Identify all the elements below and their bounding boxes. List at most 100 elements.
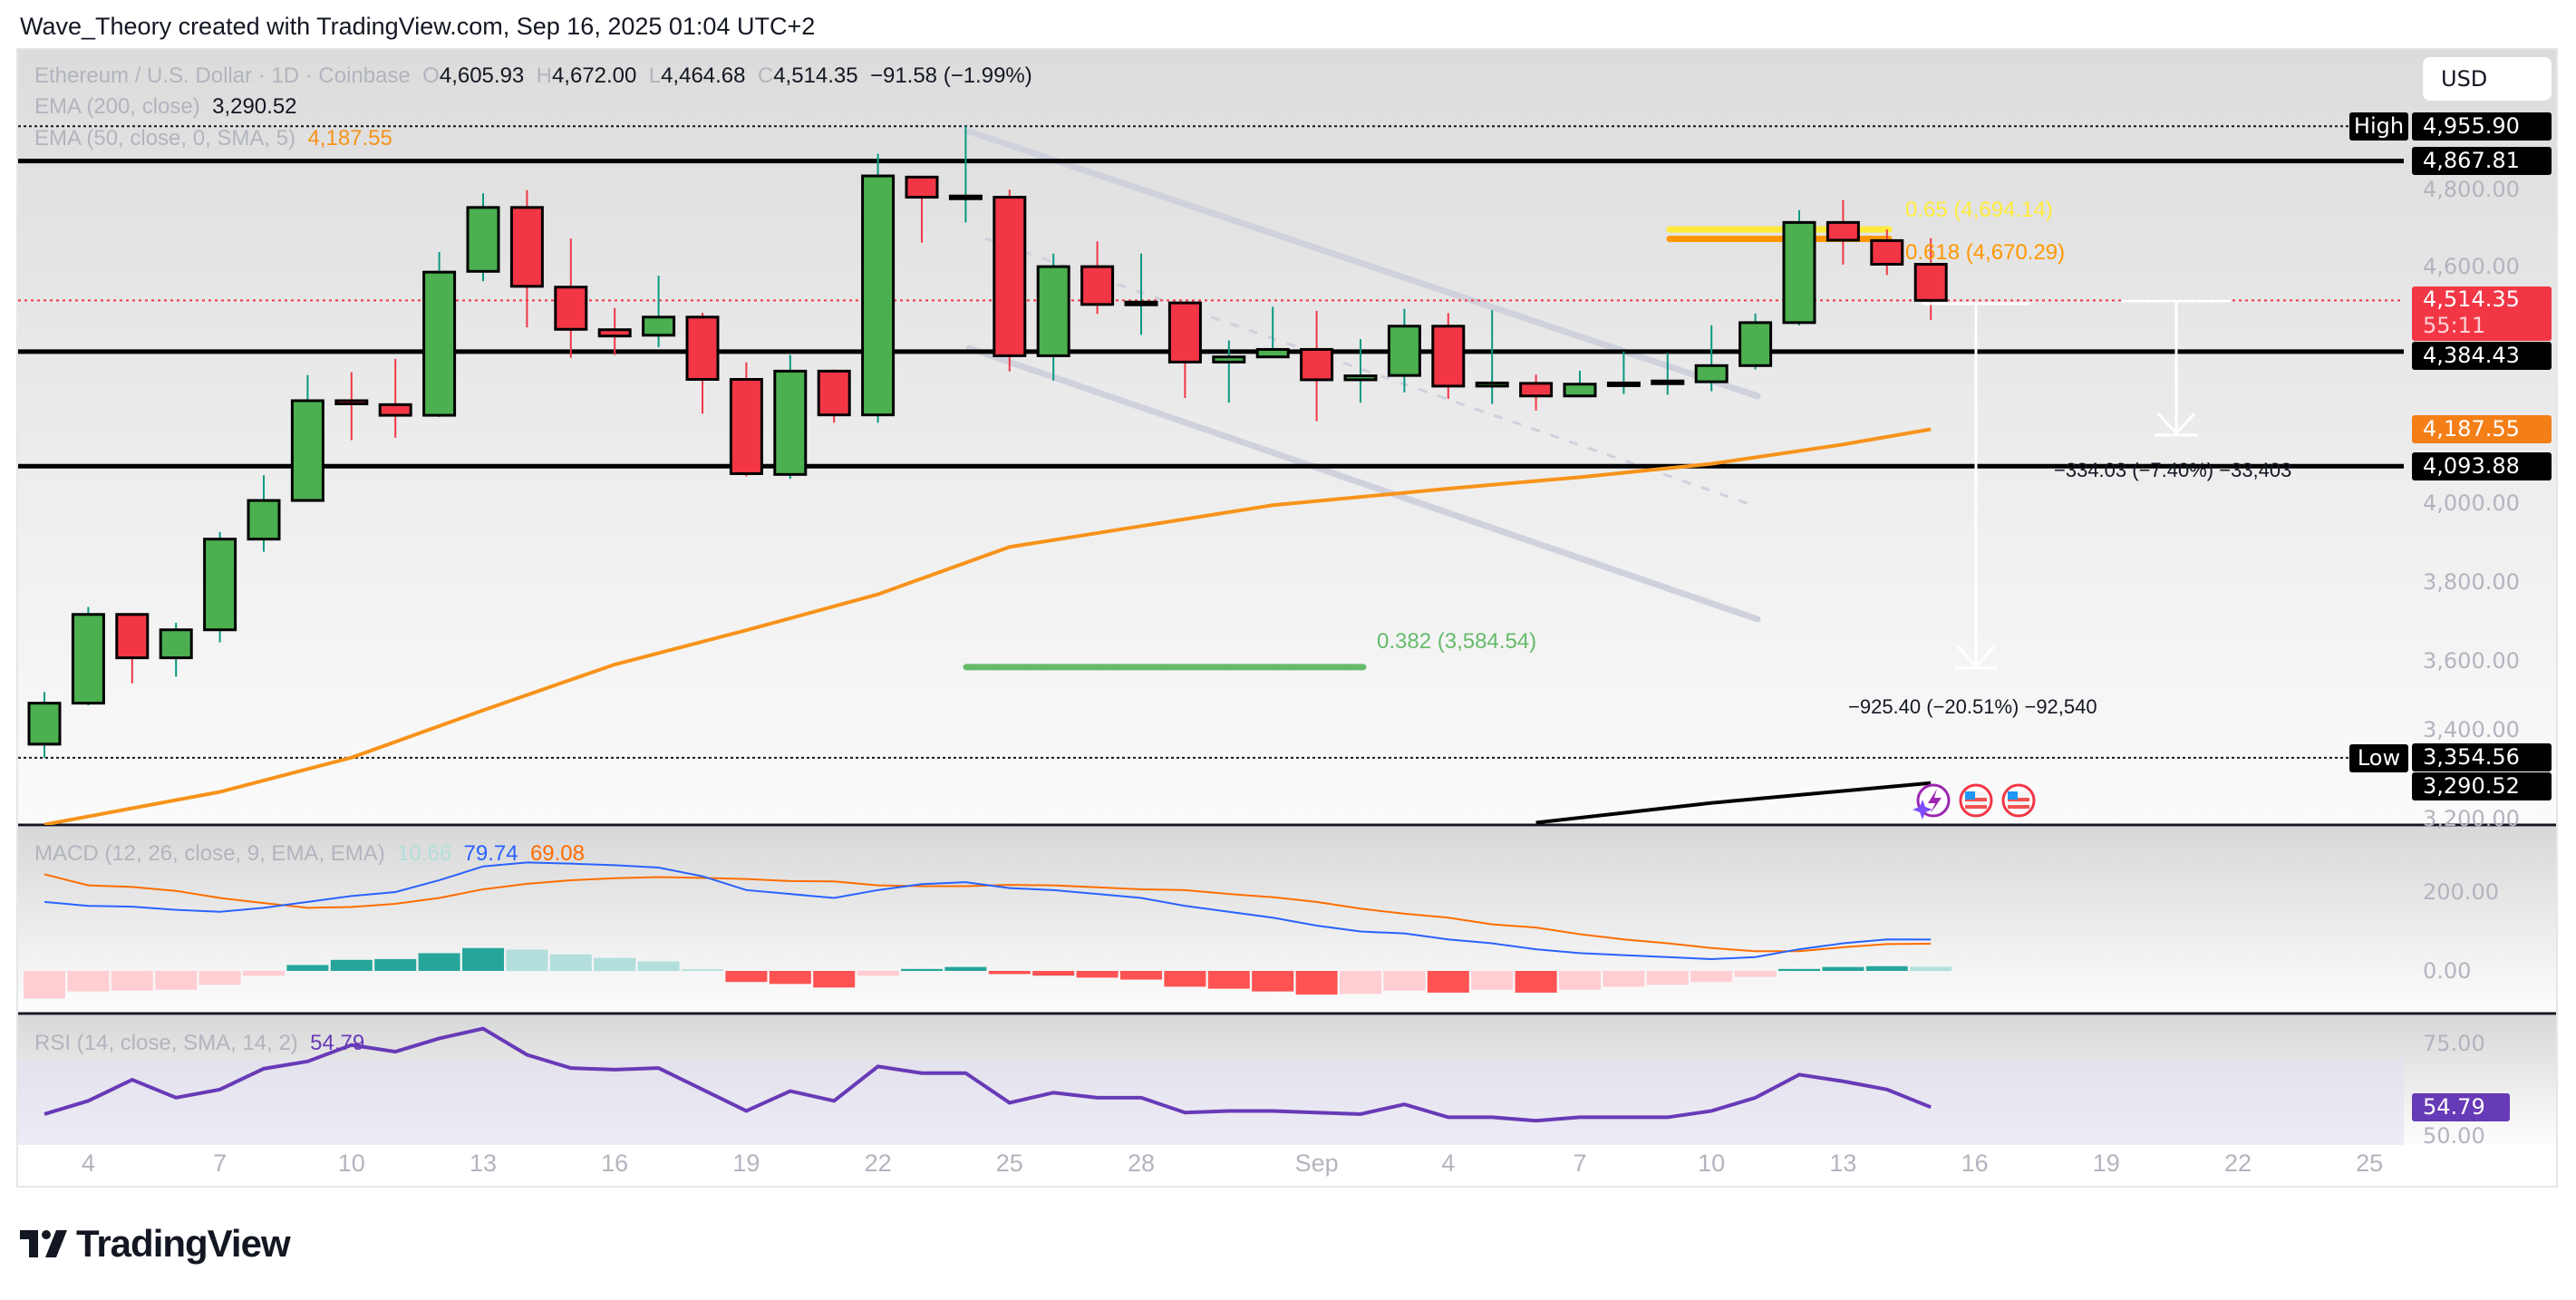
candle[interactable] (378, 358, 412, 438)
candle[interactable] (861, 153, 896, 423)
macd-histogram-bar (1340, 971, 1381, 994)
candle-body (1255, 347, 1290, 359)
fib-0382-label[interactable]: 0.382 (3,584.54) (1377, 628, 1537, 654)
macd-histogram-bar (1207, 971, 1250, 989)
candle[interactable] (1606, 351, 1641, 394)
open-label: O (422, 63, 440, 88)
candle-body (1519, 382, 1554, 398)
measure-long-arrow[interactable] (1922, 302, 2030, 670)
candle[interactable] (817, 369, 851, 423)
candle[interactable] (1651, 353, 1685, 395)
candle-body (1387, 325, 1421, 377)
candle-body (1343, 374, 1378, 382)
rsi-value-label: 54.79 (2412, 1093, 2510, 1122)
macd-tick-label: 0.00 (2423, 958, 2472, 984)
currency-button[interactable]: USD (2423, 57, 2552, 101)
fib-0618-label[interactable]: 0.618 (4,670.29) (1905, 239, 2066, 265)
time-tick-label: 19 (2092, 1150, 2120, 1177)
low-label: L (648, 63, 662, 88)
candle-body (948, 194, 983, 200)
channel-mid-line[interactable] (984, 237, 1750, 506)
macd-histogram-bar (1646, 971, 1689, 985)
candle[interactable] (203, 531, 237, 643)
macd-label: MACD (12, 26, close, 9, EMA, EMA) (34, 841, 385, 866)
candle[interactable] (685, 312, 720, 414)
measure-short-label[interactable]: −334.03 (−7.40%) −33,403 (2054, 459, 2292, 481)
ema200-legend[interactable]: EMA (200, close) 3,290.52 (34, 94, 297, 120)
candle[interactable] (1694, 325, 1729, 392)
price-tick-label: 4,000.00 (2423, 490, 2520, 517)
candle[interactable] (905, 175, 939, 243)
candle[interactable] (1870, 229, 1904, 276)
candle[interactable] (1738, 313, 1773, 370)
candle[interactable] (1255, 306, 1290, 359)
candle[interactable] (290, 374, 324, 502)
candle[interactable] (1300, 310, 1334, 422)
candle[interactable] (642, 276, 676, 347)
macd-histogram-bar (725, 971, 768, 983)
candle[interactable] (1475, 309, 1509, 404)
candle[interactable] (1431, 313, 1466, 399)
candle[interactable] (948, 126, 983, 223)
candle-body (861, 174, 896, 417)
candle-body (1651, 379, 1685, 385)
event-icons[interactable] (1913, 783, 2036, 820)
macd-histogram-bar (1164, 971, 1206, 987)
lightning-event-icon[interactable] (1913, 783, 1951, 820)
candle[interactable] (71, 606, 105, 705)
time-tick-label: 13 (469, 1150, 498, 1177)
macd-legend[interactable]: MACD (12, 26, close, 9, EMA, EMA) 10.66 … (34, 841, 585, 867)
candle[interactable] (1563, 370, 1597, 398)
candle-body (71, 613, 105, 705)
candle[interactable] (159, 622, 193, 677)
candle[interactable] (1124, 253, 1158, 335)
candle[interactable] (1036, 253, 1070, 381)
measure-long-label[interactable]: −925.40 (−20.51%) −92,540 (1848, 695, 2097, 718)
candle[interactable] (334, 372, 369, 441)
candle-body (1913, 263, 1948, 302)
price-label: 4,514.35 55:11 (2412, 286, 2552, 341)
symbol-legend[interactable]: Ethereum / U.S. Dollar · 1D · Coinbase O… (34, 63, 1032, 89)
candle-body (1080, 265, 1115, 306)
candle[interactable] (1782, 209, 1816, 325)
candle[interactable] (1167, 301, 1202, 398)
macd-histogram-bar (1032, 971, 1075, 976)
candle[interactable] (1913, 238, 1948, 320)
macd-histogram-bar (901, 968, 943, 971)
open-value: 4,605.93 (439, 63, 525, 88)
candle[interactable] (554, 238, 588, 358)
ema50-legend[interactable]: EMA (50, close, 0, SMA, 5) 4,187.55 (34, 126, 392, 151)
candle[interactable] (247, 475, 281, 552)
us-flag-event-icon[interactable] (2001, 783, 2036, 818)
us-flag-event-icon[interactable] (1959, 783, 1993, 818)
candle[interactable] (993, 189, 1027, 372)
candle[interactable] (729, 362, 763, 477)
candle[interactable] (1519, 374, 1554, 411)
ema50-label: EMA (50, close, 0, SMA, 5) (34, 126, 296, 150)
ema50-line (44, 427, 1932, 825)
candle[interactable] (1825, 199, 1860, 265)
candle[interactable] (1387, 308, 1421, 393)
macd-hist-value: 10.66 (397, 841, 452, 866)
measure-short-arrow[interactable] (2122, 299, 2231, 437)
candle[interactable] (1212, 340, 1246, 403)
candle[interactable] (422, 252, 457, 417)
candle[interactable] (597, 307, 632, 355)
tradingview-logo[interactable]: TradingView (20, 1222, 291, 1266)
candle[interactable] (115, 613, 150, 684)
candle[interactable] (1080, 241, 1115, 315)
tradingview-logo-icon (20, 1230, 67, 1257)
candle[interactable] (466, 193, 500, 282)
price-label-value: 4,514.35 (2423, 286, 2520, 312)
rsi-legend[interactable]: RSI (14, close, SMA, 14, 2) 54.79 (34, 1031, 364, 1056)
candle[interactable] (1343, 339, 1378, 403)
rsi-tick-label: 75.00 (2423, 1031, 2485, 1056)
macd-histogram-bar (111, 971, 153, 991)
channel-lower-line[interactable] (965, 344, 1761, 623)
candle-body (1782, 220, 1816, 325)
candle[interactable] (773, 354, 808, 480)
candle[interactable] (27, 692, 62, 758)
candle[interactable] (509, 189, 544, 328)
fib-065-label[interactable]: 0.65 (4,694.14) (1905, 198, 2053, 223)
